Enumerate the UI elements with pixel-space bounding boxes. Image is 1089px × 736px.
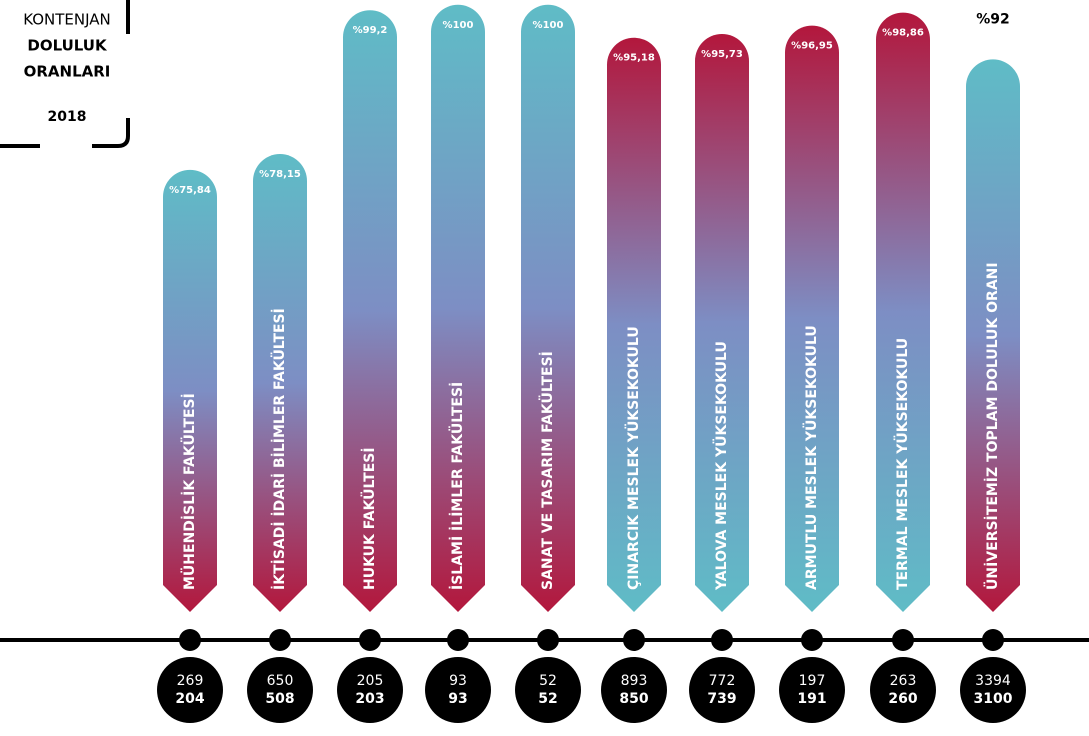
- header-line: DOLULUK: [27, 37, 108, 55]
- capacity: 269: [177, 673, 204, 689]
- bar-label: ARMUTLU MESLEK YÜKSEKOKULU: [802, 325, 820, 590]
- header: KONTENJAN DOLULUK ORANLARI 2018: [0, 0, 130, 148]
- value-label: %98,86: [882, 28, 924, 39]
- capacity: 3394: [975, 673, 1011, 689]
- enrolled: 508: [265, 691, 294, 707]
- value-label: %95,18: [613, 53, 655, 64]
- capacity: 263: [890, 673, 917, 689]
- bar-label: İSLAMİ İLİMLER FAKÜLTESİ: [448, 382, 466, 590]
- count-badge: [779, 657, 845, 723]
- bar-label: ÇINARCIK MESLEK YÜKSEKOKULU: [624, 326, 642, 590]
- timeline-dot: [537, 629, 559, 651]
- timeline-dot: [892, 629, 914, 651]
- enrolled: 3100: [974, 691, 1013, 707]
- timeline-dot: [623, 629, 645, 651]
- bar: [343, 10, 397, 613]
- bar: [521, 4, 575, 613]
- capacity: 650: [267, 673, 294, 689]
- value-label: %100: [533, 20, 564, 31]
- value-label: %78,15: [259, 169, 301, 180]
- value-label: %96,95: [791, 41, 833, 52]
- bar-label: TERMAL MESLEK YÜKSEKOKULU: [893, 338, 911, 590]
- count-badge: [337, 657, 403, 723]
- count-badge: [247, 657, 313, 723]
- bar-label: MÜHENDİSLİK FAKÜLTESİ: [180, 393, 198, 590]
- bracket: [0, 118, 130, 148]
- capacity: 197: [799, 673, 826, 689]
- count-badge: [425, 657, 491, 723]
- count-badge: [870, 657, 936, 723]
- value-label: %95,73: [701, 49, 743, 60]
- value-label: %100: [443, 20, 474, 31]
- value-label: %99,2: [353, 25, 388, 36]
- timeline-dot: [447, 629, 469, 651]
- bar-label: ÜNİVERSİTEMİZ TOPLAM DOLULUK ORANI: [983, 262, 1001, 590]
- enrolled: 260: [888, 691, 917, 707]
- header-line: ORANLARI: [24, 63, 111, 81]
- value-label: %75,84: [169, 185, 211, 196]
- bar-label: İKTİSADİ İDARİ BİLİMLER FAKÜLTESİ: [270, 308, 288, 590]
- bar-label: YALOVA MESLEK YÜKSEKOKULU: [712, 341, 730, 591]
- timeline-dot: [269, 629, 291, 651]
- bar: [966, 59, 1020, 612]
- timeline-dot: [711, 629, 733, 651]
- enrolled: 191: [797, 691, 826, 707]
- count-badge: [689, 657, 755, 723]
- count-badge: [157, 657, 223, 723]
- bar-label: HUKUK FAKÜLTESİ: [360, 447, 378, 590]
- enrolled: 203: [355, 691, 384, 707]
- count-badge: [960, 657, 1026, 723]
- enrolled: 850: [619, 691, 648, 707]
- capacity: 893: [621, 673, 648, 689]
- bar: [695, 33, 749, 613]
- bar: [876, 12, 930, 613]
- timeline-dot: [801, 629, 823, 651]
- enrolled: 52: [538, 691, 557, 707]
- timeline-dot: [982, 629, 1004, 651]
- value-label: %92: [976, 11, 1010, 27]
- timeline-dot: [359, 629, 381, 651]
- count-badge: [601, 657, 667, 723]
- bar-label: SANAT VE TASARIM FAKÜLTESİ: [538, 351, 556, 590]
- enrolled: 204: [175, 691, 204, 707]
- capacity: 205: [357, 673, 384, 689]
- enrolled: 739: [707, 691, 736, 707]
- bar: [785, 25, 839, 612]
- bar: [253, 154, 307, 612]
- timeline-dot: [179, 629, 201, 651]
- header-line: KONTENJAN: [23, 11, 111, 29]
- header-year: 2018: [48, 109, 87, 125]
- capacity: 52: [539, 673, 557, 689]
- bar: [163, 169, 217, 612]
- capacity: 772: [709, 673, 736, 689]
- bar: [431, 4, 485, 613]
- enrolled: 93: [448, 691, 467, 707]
- count-badge: [515, 657, 581, 723]
- bar: [607, 37, 661, 612]
- capacity: 93: [449, 673, 467, 689]
